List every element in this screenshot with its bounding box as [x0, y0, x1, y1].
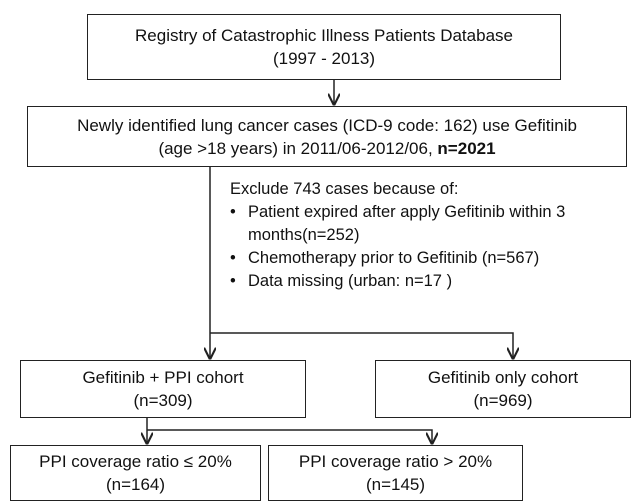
exclusion-item: Patient expired after apply Gefitinib wi…: [230, 201, 565, 247]
exclusion: Exclude 743 cases because of: Patient ex…: [230, 178, 565, 293]
header-line: (1997 - 2013): [272, 49, 376, 68]
subgroup-box: PPI coverage ratio ≤ 20% (n=164): [10, 445, 261, 501]
header-line: Registry of Catastrophic Illness Patient…: [135, 26, 513, 45]
cohort-count: (n=969): [473, 391, 533, 410]
subgroup-box: PPI coverage ratio > 20% (n=145): [268, 445, 523, 501]
subgroup-count: (n=145): [365, 475, 426, 494]
header-box: Registry of Catastrophic Illness Patient…: [87, 14, 561, 80]
exclusion-item: Chemotherapy prior to Gefitinib (n=567): [230, 247, 565, 270]
selection-line: (age >18 years) in 2011/06-2012/06, n=20…: [158, 137, 495, 160]
cohort-box: Gefitinib + PPI cohort (n=309): [20, 360, 306, 418]
cohort-label: Gefitinib + PPI cohort: [82, 368, 244, 387]
exclusion-line: Data missing (urban: n=17 ): [248, 272, 453, 290]
exclusion-item: Data missing (urban: n=17 ): [230, 270, 565, 293]
cohort-box: Gefitinib only cohort (n=969): [375, 360, 631, 418]
subgroup-label: PPI coverage ratio ≤ 20%: [39, 452, 232, 471]
subgroup-count: (n=164): [105, 475, 166, 494]
exclusion-line: Chemotherapy prior to Gefitinib (n=567): [248, 249, 540, 267]
cohort-label: Gefitinib only cohort: [427, 368, 579, 387]
exclusion-line: months(n=252): [248, 226, 360, 244]
selection-line: Newly identified lung cancer cases (ICD-…: [77, 115, 577, 135]
selection-line: (age >18 years) in 2011/06-2012/06,: [158, 138, 433, 158]
exclusion-title: Exclude 743 cases because of:: [230, 180, 459, 198]
selection-count: n=2021: [437, 138, 496, 158]
exclusion-line: Patient expired after apply Gefitinib wi…: [248, 203, 566, 221]
arrow: [147, 429, 432, 443]
cohort-count: (n=309): [133, 391, 193, 410]
arrow: [210, 332, 513, 358]
selection-box: Newly identified lung cancer cases (ICD-…: [27, 106, 627, 167]
subgroup-label: PPI coverage ratio > 20%: [298, 452, 493, 471]
